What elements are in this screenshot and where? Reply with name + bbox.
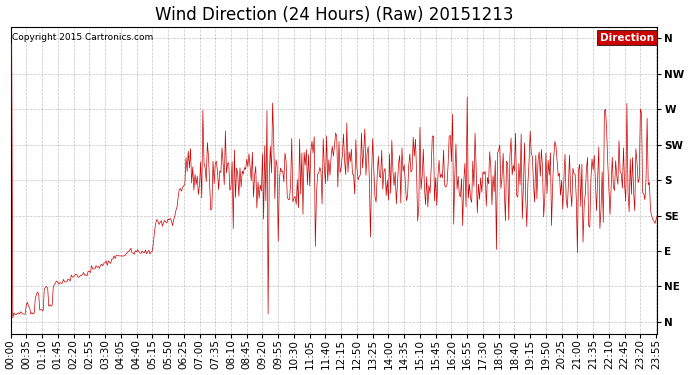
Title: Wind Direction (24 Hours) (Raw) 20151213: Wind Direction (24 Hours) (Raw) 20151213 (155, 6, 513, 24)
Text: Direction: Direction (600, 33, 654, 43)
Text: Copyright 2015 Cartronics.com: Copyright 2015 Cartronics.com (12, 33, 153, 42)
